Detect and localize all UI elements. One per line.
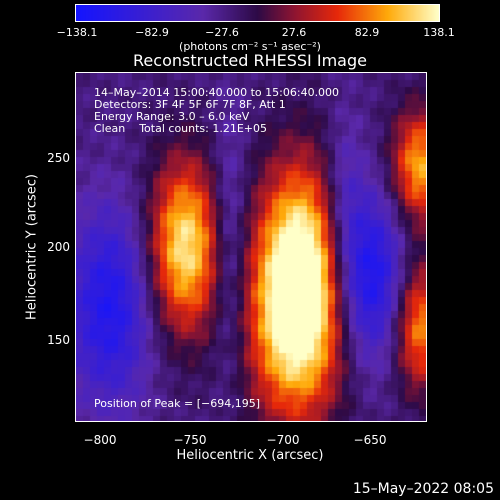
colorbar-units: (photons cm⁻² s⁻¹ asec⁻²)	[179, 40, 321, 53]
y-tick-label: 150	[47, 333, 70, 347]
x-tick-label: −750	[173, 433, 207, 447]
x-axis-label: Heliocentric X (arcsec)	[176, 448, 324, 463]
colorbar-tick: −27.6	[205, 26, 239, 39]
colorbar-tick: 27.6	[281, 26, 307, 39]
footer-date: 15–May–2022 08:05	[352, 481, 494, 497]
colorbar	[75, 4, 440, 22]
colorbar-tick: 82.9	[354, 26, 380, 39]
x-tick-label: −700	[266, 433, 300, 447]
observation-info: 14–May–2014 15:00:40.000 to 15:06:40.000…	[94, 86, 340, 135]
image-plot	[75, 72, 427, 422]
rhessi-image	[76, 73, 426, 421]
x-tick-label: −800	[83, 433, 117, 447]
y-tick-label: 200	[47, 240, 70, 254]
x-tick-label: −650	[353, 433, 387, 447]
peak-position: Position of Peak = [−694,195]	[94, 397, 261, 410]
colorbar-tick: 138.1	[423, 26, 455, 39]
plot-title: Reconstructed RHESSI Image	[133, 51, 367, 70]
colorbar-tick: −82.9	[135, 26, 169, 39]
colorbar-tick: −138.1	[56, 26, 98, 39]
y-axis-label: Heliocentric Y (arcsec)	[24, 174, 40, 320]
y-tick-label: 250	[47, 151, 70, 165]
